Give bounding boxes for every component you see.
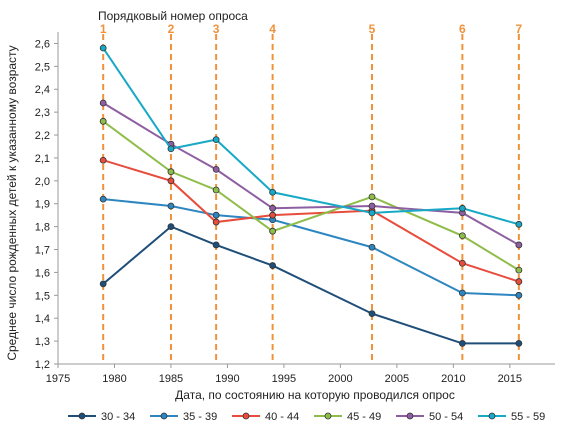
data-point [99,156,107,164]
y-tick-label: 1,6 [35,267,50,279]
data-point [368,209,376,217]
data-point [99,99,107,107]
data-point [269,204,277,212]
y-tick-label: 2,0 [35,176,50,188]
y-tick-label: 2,1 [35,153,50,165]
x-tick-label: 2005 [385,373,409,385]
legend-label: 30 - 34 [101,411,135,423]
data-point [368,193,376,201]
legend-label: 40 - 44 [265,411,299,423]
data-point [269,227,277,235]
legend-label: 45 - 49 [347,411,381,423]
data-point [515,241,523,249]
legend-label: 50 - 54 [429,411,463,423]
y-tick-label: 1,3 [35,336,50,348]
y-tick-label: 2,4 [35,84,50,96]
data-point [167,145,175,153]
survey-number: 7 [516,22,523,36]
data-point [515,339,523,347]
data-point [212,211,220,219]
data-point [212,165,220,173]
data-point [167,223,175,231]
data-point [368,310,376,318]
x-tick-label: 1990 [215,373,239,385]
legend-marker [488,412,496,420]
data-point [167,177,175,185]
data-point [458,259,466,267]
data-point [269,188,277,196]
y-axis-title: Среднее число рожденных детей к указанно… [5,45,19,360]
data-point [515,278,523,285]
data-point [515,266,523,274]
data-point [368,243,376,251]
data-point [212,218,220,226]
survey-number: 4 [269,22,276,36]
series-line [102,47,520,226]
plot-area: 1,2 1,3 1,4 1,5 1,6 1,7 1,8 1,9 2,0 2,1 2,2 2,3 2,4 2… [35,22,555,385]
x-axis-title: Дата, по состоянию на которую проводился… [175,388,455,402]
data-point [458,232,466,240]
survey-number: 2 [168,22,175,36]
data-point [515,291,523,299]
data-point [458,289,466,297]
x-tick-label: 2000 [328,373,352,385]
data-point [212,136,220,144]
data-point [99,117,107,125]
y-tick-label: 1,2 [35,359,50,371]
y-tick-label: 1,8 [35,222,50,234]
legend: 30 - 34 35 - 39 40 - 44 45 - 49 50 - 54 55 - … [68,411,545,423]
y-tick-label: 2,5 [35,61,50,73]
legend-label: 35 - 39 [183,411,217,423]
data-point [269,262,277,269]
x-tick-label: 1975 [46,373,70,385]
series-line [102,120,520,271]
x-tick-label: 2010 [441,373,465,385]
y-tick-label: 1,7 [35,245,50,257]
data-point [515,220,523,228]
legend-marker [406,412,414,420]
y-tick-label: 1,9 [35,199,50,211]
series-line [102,159,520,283]
y-tick-label: 1,5 [35,290,50,302]
series-line [102,225,519,345]
legend-marker [324,412,332,420]
survey-number: 1 [100,22,107,36]
data-point [458,339,466,347]
survey-axis-title: Порядковый номер опроса [98,9,248,23]
data-point [167,168,175,176]
series-line [102,102,520,246]
x-tick-label: 1985 [159,373,183,385]
legend-marker [160,412,168,420]
data-point [99,44,107,52]
y-tick-label: 2,3 [35,107,50,119]
survey-number: 5 [369,22,376,36]
x-tick-label: 2015 [498,373,522,385]
legend-label: 55 - 59 [511,411,545,423]
data-point [269,211,277,219]
data-point [212,186,220,194]
data-point [458,204,466,212]
survey-number: 3 [213,22,220,36]
legend-marker [242,412,250,420]
legend-marker [78,412,86,420]
survey-number: 6 [459,22,466,36]
y-tick-label: 2,6 [35,38,50,50]
data-point [368,202,376,210]
data-point [212,241,220,249]
x-tick-label: 1980 [102,373,126,385]
data-point [99,280,107,288]
y-tick-label: 2,2 [35,130,50,142]
x-tick-label: 1995 [272,373,296,385]
data-point [99,195,107,203]
y-tick-label: 1,4 [35,313,50,325]
data-point [167,202,175,210]
